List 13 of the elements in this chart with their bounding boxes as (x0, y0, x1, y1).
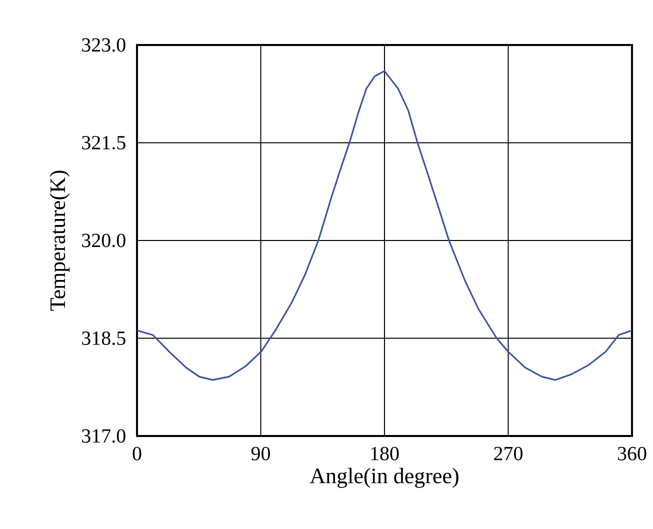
y-tick-label: 321.5 (82, 136, 126, 150)
line-series (137, 70, 632, 381)
x-tick-label: 360 (618, 446, 646, 460)
x-tick-label: 180 (371, 446, 399, 460)
y-tick-label: 317.0 (82, 429, 126, 443)
x-tick-label: 270 (494, 446, 522, 460)
y-tick-label: 318.5 (82, 331, 126, 346)
x-tick-label: 0 (132, 446, 142, 460)
y-axis-title: Temperature(K) (50, 170, 70, 311)
y-tick-label: 320.0 (82, 234, 126, 248)
x-axis-title: Angle(in degree) (310, 468, 458, 488)
y-tick-label: 323.0 (82, 38, 126, 52)
x-tick-label: 90 (251, 446, 270, 460)
